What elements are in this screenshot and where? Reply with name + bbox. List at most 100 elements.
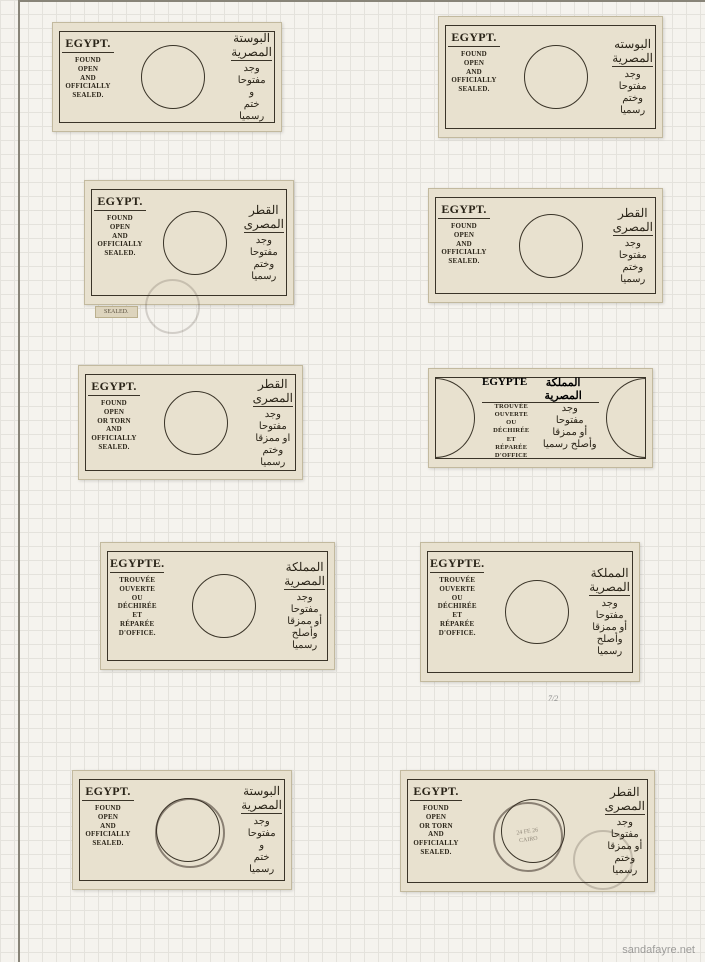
seal-arabic-text: وجد مفتوحا وختم رسميا <box>619 238 647 286</box>
seal-center <box>486 552 587 672</box>
seal-frame: EGYPT. FOUND OPEN OR TORN AND OFFICIALLY … <box>407 779 648 883</box>
seal-title: EGYPTEالمملكة المصرية <box>482 376 599 403</box>
seal-frame: EGYPTE. TROUVÉE OUVERTE OU DÉCHIRÉE ET RÉ… <box>107 551 328 661</box>
seal-latin-text: FOUND OPEN AND OFFICIALLY SEALED. <box>85 804 130 848</box>
seal-latin-text: FOUND OPEN AND OFFICIALLY SEALED. <box>97 214 142 258</box>
seal-frame: EGYPT. FOUND OPEN AND OFFICIALLY SEALED. ا… <box>79 779 285 881</box>
postmark-cairo-text: 24 FE 26 CAIRO <box>516 828 540 847</box>
postal-seal-s2: EGYPT. FOUND OPEN AND OFFICIALLY SEALED. ا… <box>438 16 663 138</box>
postal-seal-s5: EGYPT. FOUND OPEN OR TORN AND OFFICIALLY … <box>78 365 303 480</box>
seal-right-column: القطر المصرىوجد مفتوحا وختم رسميا <box>242 190 286 295</box>
seal-left-column: EGYPT. FOUND OPEN OR TORN AND OFFICIALLY … <box>86 375 142 470</box>
seal-left-column: EGYPT. FOUND OPEN AND OFFICIALLY SEALED. <box>436 198 492 293</box>
seal-center <box>116 32 229 122</box>
seal-latin-text: FOUND OPEN AND OFFICIALLY SEALED. <box>65 56 110 100</box>
seal-arabic-text: وجد مفتوحا وختم رسميا <box>619 69 647 117</box>
seal-left-column: EGYPT. FOUND OPEN AND OFFICIALLY SEALED. <box>446 26 502 128</box>
postmark-partial-bottom <box>145 279 200 334</box>
seal-left-column: EGYPTE. TROUVÉE OUVERTE OU DÉCHIRÉE ET RÉ… <box>428 552 486 672</box>
seal-latin-text: TROUVÉE OUVERTE OU DÉCHIRÉE ET RÉPARÉE D… <box>482 403 541 460</box>
postal-seal-s4: EGYPT. FOUND OPEN AND OFFICIALLY SEALED. ا… <box>428 188 663 303</box>
postal-seal-s3: EGYPT. FOUND OPEN AND OFFICIALLY SEALED. ا… <box>84 180 294 305</box>
seal-center <box>492 198 611 293</box>
seal-title: EGYPT. <box>62 36 114 53</box>
seal-left-column: EGYPT. FOUND OPEN AND OFFICIALLY SEALED. <box>60 32 116 122</box>
seal-latin-text: FOUND OPEN OR TORN AND OFFICIALLY SEALED… <box>413 804 458 857</box>
postal-seal-s6: EGYPTEالمملكة المصريةTROUVÉE OUVERTE OU … <box>428 368 653 468</box>
postmark-cancel <box>155 798 225 868</box>
seal-circle <box>141 45 205 109</box>
seal-left-column: EGYPT. FOUND OPEN AND OFFICIALLY SEALED. <box>92 190 148 295</box>
seal-title: EGYPT. <box>82 784 134 801</box>
seal-frame: EGYPTE. TROUVÉE OUVERTE OU DÉCHIRÉE ET RÉ… <box>427 551 633 673</box>
seal-frame: EGYPT. FOUND OPEN AND OFFICIALLY SEALED. ا… <box>435 197 656 294</box>
seal-arabic-title: القطر المصرى <box>253 377 293 407</box>
seal-left-column: EGYPTE. TROUVÉE OUVERTE OU DÉCHIRÉE ET RÉ… <box>108 552 166 660</box>
seal-left-column: EGYPT. FOUND OPEN OR TORN AND OFFICIALLY … <box>408 780 464 882</box>
seal-frame: EGYPT. FOUND OPEN OR TORN AND OFFICIALLY … <box>85 374 296 471</box>
seal-arabic-text: وجد مفتوحا وختم رسميا <box>250 235 278 283</box>
seal-center <box>502 26 610 128</box>
seal-circle <box>519 214 583 278</box>
seal-center <box>148 190 242 295</box>
seal-arabic-text: وجد مفتوحا او ممزقا وختم رسميا <box>253 409 293 469</box>
postmark-cairo: 24 FE 26 CAIRO <box>493 802 563 872</box>
seal-right-column: البوستة المصريةوجد مفتوحا و ختم رسميا <box>239 780 284 880</box>
seal-right-column: المملكة المصريةوجد مفتوحا أو ممزقا وأصلح… <box>587 552 632 672</box>
seal-center <box>166 552 282 660</box>
seal-title: EGYPT. <box>88 379 140 396</box>
seal-center <box>142 375 251 470</box>
seal-circle <box>163 211 227 275</box>
seal-arabic-title: البوسته المصرية <box>612 37 653 67</box>
seal-arabic-text: وجد مفتوحا أو ممزقا وأصلح رسميا <box>589 598 630 658</box>
seal-left-column: EGYPT. FOUND OPEN AND OFFICIALLY SEALED. <box>80 780 136 880</box>
seal-arabic-title: البوستة المصرية <box>231 31 272 61</box>
seal-circle <box>192 574 256 638</box>
seal-center-text: EGYPTEالمملكة المصريةTROUVÉE OUVERTE OU … <box>478 378 603 458</box>
partial-seal-strip: SEALED. <box>95 306 138 318</box>
seal-body-row: TROUVÉE OUVERTE OU DÉCHIRÉE ET RÉPARÉE D… <box>482 403 599 460</box>
seal-arabic-title: البوستة المصرية <box>241 784 282 814</box>
annotation-note: 7/2 <box>548 694 558 703</box>
seal-title: EGYPT. <box>94 194 146 211</box>
postal-seal-s7: EGYPTE. TROUVÉE OUVERTE OU DÉCHIRÉE ET RÉ… <box>100 542 335 670</box>
seal-latin-text: FOUND OPEN AND OFFICIALLY SEALED. <box>451 50 496 94</box>
seal-title: EGYPTE. <box>110 556 164 573</box>
seal-arabic-title: القطر المصرى <box>613 206 653 236</box>
seal-title: EGYPT. <box>410 784 462 801</box>
seal-frame: EGYPT. FOUND OPEN AND OFFICIALLY SEALED. ا… <box>59 31 275 123</box>
postal-seal-s1: EGYPT. FOUND OPEN AND OFFICIALLY SEALED. ا… <box>52 22 282 132</box>
seal-circle <box>505 580 569 644</box>
seal-latin-text: FOUND OPEN AND OFFICIALLY SEALED. <box>441 222 486 266</box>
postmark-partial <box>573 830 633 890</box>
seal-latin-text: TROUVÉE OUVERTE OU DÉCHIRÉE ET RÉPARÉE D… <box>438 576 477 637</box>
seal-arabic-title: القطر المصرى <box>605 785 645 815</box>
seal-circle <box>524 45 588 109</box>
postal-seal-s9: EGYPT. FOUND OPEN AND OFFICIALLY SEALED. ا… <box>72 770 292 890</box>
postal-seal-s8: EGYPTE. TROUVÉE OUVERTE OU DÉCHIRÉE ET RÉ… <box>420 542 640 682</box>
half-circle-right <box>606 378 646 458</box>
seal-title: EGYPTE. <box>430 556 484 573</box>
seal-latin-text: FOUND OPEN OR TORN AND OFFICIALLY SEALED… <box>91 399 136 452</box>
seal-arabic-text: وجد مفتوحا أو ممزقا وأصلح رسميا <box>541 403 600 460</box>
postal-seal-s10: EGYPT. FOUND OPEN OR TORN AND OFFICIALLY … <box>400 770 655 892</box>
seal-arabic-text: وجد مفتوحا أو ممزقا وأصلح رسميا <box>284 592 325 652</box>
seal-title: EGYPT. <box>448 30 500 47</box>
seal-arabic-text: وجد مفتوحا و ختم رسميا <box>248 816 276 876</box>
half-circle-left <box>435 378 475 458</box>
seal-right-column: القطر المصرىوجد مفتوحا او ممزقا وختم رسم… <box>251 375 295 470</box>
seal-title: EGYPT. <box>438 202 490 219</box>
seal-right-column: القطر المصرىوجد مفتوحا وختم رسميا <box>611 198 655 293</box>
seal-frame: EGYPT. FOUND OPEN AND OFFICIALLY SEALED. ا… <box>445 25 656 129</box>
seal-circle <box>164 391 228 455</box>
seal-right-column: البوسته المصريةوجد مفتوحا وختم رسميا <box>610 26 655 128</box>
seal-arabic-title: المملكة المصرية <box>284 560 325 590</box>
seal-frame: EGYPTEالمملكة المصريةTROUVÉE OUVERTE OU … <box>435 377 646 459</box>
seal-right-column: البوستة المصريةوجد مفتوحا و ختم رسميا <box>229 32 274 122</box>
seal-latin-text: TROUVÉE OUVERTE OU DÉCHIRÉE ET RÉPARÉE D… <box>118 576 157 637</box>
seal-arabic-title: القطر المصرى <box>244 203 284 233</box>
seal-frame: EGYPT. FOUND OPEN AND OFFICIALLY SEALED. ا… <box>91 189 287 296</box>
watermark-text: sandafayre.net <box>622 944 695 956</box>
seal-right-column: المملكة المصريةوجد مفتوحا أو ممزقا وأصلح… <box>282 552 327 660</box>
seal-arabic-text: وجد مفتوحا و ختم رسميا <box>238 63 266 123</box>
